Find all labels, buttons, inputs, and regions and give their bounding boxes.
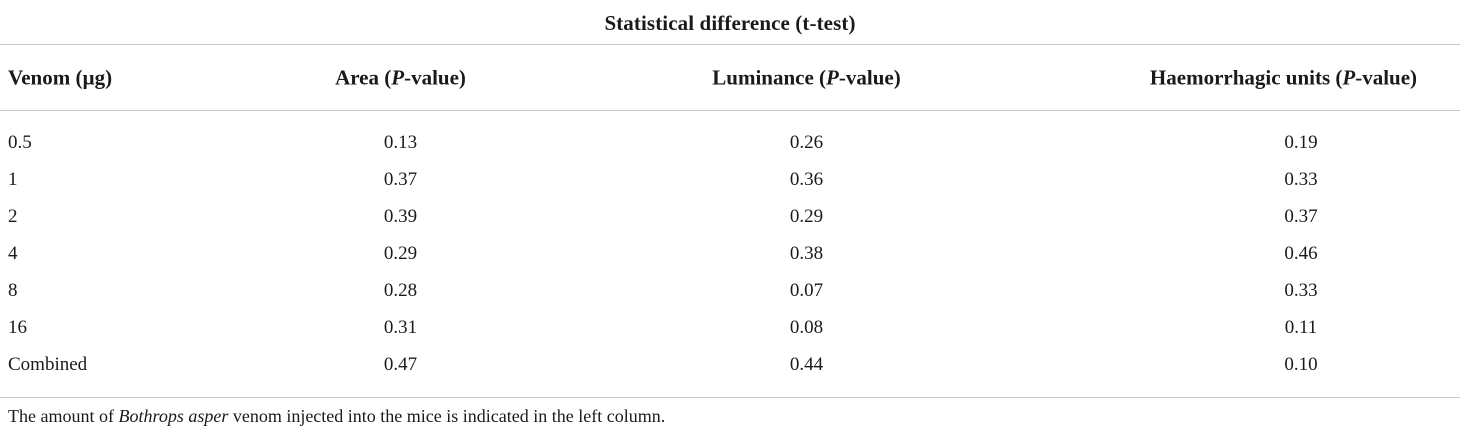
cell-area: 0.13 — [383, 131, 418, 153]
table-header-rule — [0, 110, 1460, 111]
cell-haemorrhagic-units: 0.33 — [1284, 168, 1318, 190]
cell-venom: 8 — [8, 279, 18, 301]
header-hu-p: P — [1342, 65, 1356, 89]
table-row: Combined 0.47 0.44 0.10 — [0, 346, 1460, 383]
cell-haemorrhagic-units: 0.11 — [1284, 316, 1318, 338]
header-hu-prefix: Haemorrhagic units ( — [1149, 65, 1343, 89]
table-footnote: The amount of Bothrops asper venom injec… — [8, 406, 665, 427]
table-top-rule — [0, 44, 1460, 45]
footnote-after: venom injected into the mice is indicate… — [228, 406, 666, 426]
cell-area: 0.47 — [383, 353, 418, 375]
header-luminance-prefix: Luminance ( — [712, 65, 827, 89]
cell-area: 0.29 — [383, 242, 418, 264]
cell-venom: 2 — [8, 205, 18, 227]
cell-venom: Combined — [8, 353, 88, 375]
cell-haemorrhagic-units: 0.37 — [1284, 205, 1318, 227]
table-row: 8 0.28 0.07 0.33 — [0, 272, 1460, 309]
cell-venom: 1 — [8, 168, 18, 190]
cell-area: 0.28 — [383, 279, 418, 301]
cell-luminance: 0.07 — [789, 279, 824, 301]
header-area-prefix: Area ( — [335, 65, 392, 89]
header-area-suffix: -value) — [404, 65, 466, 89]
table-bottom-rule — [0, 397, 1460, 398]
header-venom: Venom (µg) — [8, 65, 113, 89]
cell-venom: 0.5 — [8, 131, 32, 153]
cell-luminance: 0.29 — [789, 205, 824, 227]
table-row: 1 0.37 0.36 0.33 — [0, 161, 1460, 198]
header-area-p: P — [391, 65, 405, 89]
cell-luminance: 0.38 — [789, 242, 824, 264]
header-luminance-suffix: -value) — [838, 65, 901, 89]
footnote-before: The amount of — [8, 406, 119, 426]
cell-luminance: 0.26 — [789, 131, 824, 153]
cell-area: 0.37 — [383, 168, 418, 190]
header-luminance-p: P — [826, 65, 839, 89]
table-body: 0.5 0.13 0.26 0.19 1 0.37 0.36 0.33 2 0.… — [0, 124, 1460, 383]
table-row: 0.5 0.13 0.26 0.19 — [0, 124, 1460, 161]
header-haemorrhagic-units: Haemorrhagic units (P-value) — [1115, 65, 1452, 90]
header-hu-suffix: -value) — [1355, 65, 1418, 89]
cell-luminance: 0.44 — [789, 353, 824, 375]
cell-luminance: 0.08 — [789, 316, 824, 338]
header-luminance: Luminance (P-value) — [690, 65, 923, 90]
table-row: 16 0.31 0.08 0.11 — [0, 309, 1460, 346]
table-super-header: Statistical difference (t-test) — [604, 10, 856, 35]
cell-haemorrhagic-units: 0.33 — [1284, 279, 1318, 301]
cell-venom: 4 — [8, 242, 18, 264]
cell-luminance: 0.36 — [789, 168, 824, 190]
cell-haemorrhagic-units: 0.19 — [1284, 131, 1318, 153]
cell-area: 0.31 — [383, 316, 418, 338]
cell-haemorrhagic-units: 0.10 — [1284, 353, 1318, 375]
header-area: Area (P-value) — [301, 65, 500, 90]
cell-venom: 16 — [8, 316, 27, 338]
cell-haemorrhagic-units: 0.46 — [1284, 242, 1318, 264]
table-header-row: Venom (µg) Area (P-value) Luminance (P-v… — [0, 45, 1460, 110]
footnote-species: Bothrops asper — [118, 406, 229, 426]
table-row: 2 0.39 0.29 0.37 — [0, 198, 1460, 235]
cell-area: 0.39 — [383, 205, 418, 227]
table-row: 4 0.29 0.38 0.46 — [0, 235, 1460, 272]
